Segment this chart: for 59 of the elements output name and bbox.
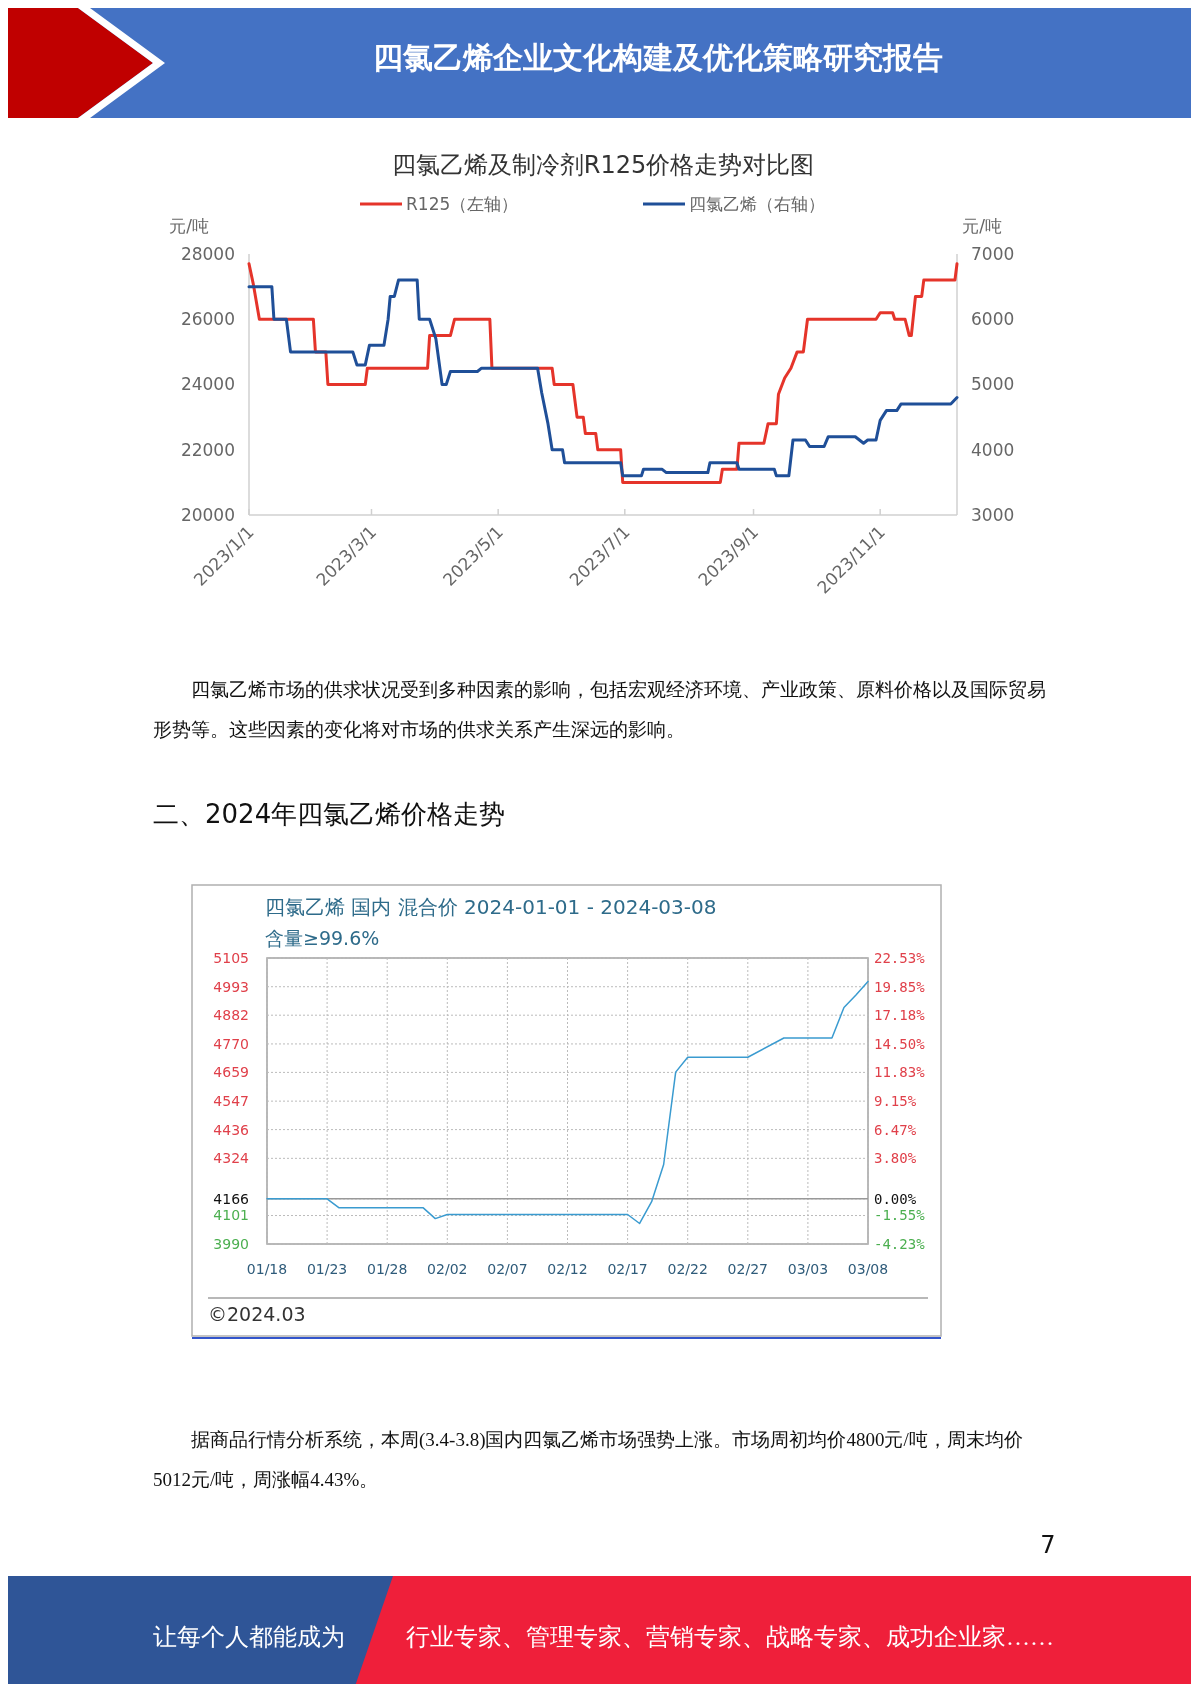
y-tick-label: 4659 xyxy=(213,1064,249,1081)
x-tick-label: 01/28 xyxy=(367,1261,408,1277)
x-tick-label: 03/08 xyxy=(847,1261,889,1277)
y2-tick-label: 9.15% xyxy=(874,1092,917,1109)
y2-tick-label: 0.00% xyxy=(874,1190,917,1207)
y-tick-label: 4882 xyxy=(213,1007,249,1024)
x-tick-label: 02/07 xyxy=(487,1261,528,1277)
y2-tick-label: 3000 xyxy=(971,504,1015,525)
y2-axis-title: 元/吨 xyxy=(962,216,1002,236)
chart-subtitle: 含量≥99.6% xyxy=(265,927,380,949)
y-tick-label: 4436 xyxy=(213,1121,250,1138)
y2-tick-label: 5000 xyxy=(971,374,1015,395)
text: ©2024.03 xyxy=(208,1303,306,1325)
y-tick-label: 22000 xyxy=(180,439,235,460)
y2-tick-label: -4.23% xyxy=(874,1235,926,1252)
text: 让每个人都能成为 xyxy=(153,1624,345,1650)
y-tick-label: 4993 xyxy=(213,978,249,995)
y2-tick-label: 3.80% xyxy=(874,1150,917,1167)
y-tick-label: 4101 xyxy=(213,1207,249,1224)
text: 二、2024年四氯乙烯价格走势 xyxy=(153,799,506,829)
y-tick-label: 3990 xyxy=(213,1235,249,1252)
y-tick-label: 24000 xyxy=(180,374,235,395)
legend-label: 四氯乙烯（右轴） xyxy=(689,193,825,214)
text: 行业专家、管理专家、营销专家、战略专家、成功企业家…… xyxy=(406,1624,1054,1650)
y2-tick-label: 19.85% xyxy=(874,978,926,995)
y2-tick-label: 4000 xyxy=(971,439,1015,460)
y2-tick-label: 6.47% xyxy=(874,1121,917,1138)
legend-label: R125（左轴） xyxy=(406,193,519,214)
x-tick-label: 02/17 xyxy=(607,1261,648,1277)
x-tick-label: 02/22 xyxy=(667,1261,708,1277)
y2-tick-label: 14.50% xyxy=(874,1035,926,1052)
y-tick-label: 4547 xyxy=(213,1093,249,1110)
y2-tick-label: 17.18% xyxy=(874,1007,926,1024)
y2-tick-label: 7000 xyxy=(971,243,1015,264)
x-tick-label: 02/27 xyxy=(727,1261,768,1277)
y-tick-label: 5105 xyxy=(213,949,249,966)
x-tick-label: 01/23 xyxy=(306,1261,348,1277)
y-tick-label: 4166 xyxy=(213,1190,250,1207)
text: 7 xyxy=(1040,1531,1056,1559)
y2-tick-label: 11.83% xyxy=(874,1064,926,1081)
y2-tick-label: -1.55% xyxy=(874,1207,926,1224)
x-tick-label: 01/18 xyxy=(246,1261,288,1277)
y-tick-label: 4324 xyxy=(213,1150,250,1167)
text: 四氯乙烯企业文化构建及优化策略研究报告 xyxy=(373,40,943,75)
y2-tick-label: 22.53% xyxy=(874,949,926,966)
y-tick-label: 28000 xyxy=(180,243,235,264)
text: 四氯乙烯市场的供求状况受到多种因素的影响，包括宏观经济环境、产业政策、原料价格以及国际贸易形势等。这些因素的变化将对市场的供求关系产生深远的影响。 xyxy=(153,678,1047,742)
x-tick-label: 02/12 xyxy=(547,1261,588,1277)
y-tick-label: 20000 xyxy=(180,504,235,525)
chart-title: 四氯乙烯 国内 混合价 2024-01-01 - 2024-03-08 xyxy=(265,895,717,919)
y-axis-title: 元/吨 xyxy=(169,216,209,236)
line-series xyxy=(266,980,869,1225)
x-tick-label: 02/02 xyxy=(427,1261,468,1277)
y2-tick-label: 6000 xyxy=(971,309,1015,330)
text: 据商品行情分析系统，本周(3.4-3.8)国内四氯乙烯市场强势上涨。市场周初均价4800元/吨，周末均价5012元/吨，周涨幅4.43%。 xyxy=(153,1428,1024,1492)
y-tick-label: 4770 xyxy=(213,1035,249,1052)
chart-title: 四氯乙烯及制冷剂R125价格走势对比图 xyxy=(391,151,815,179)
y-tick-label: 26000 xyxy=(180,309,235,330)
x-tick-label: 03/03 xyxy=(787,1261,829,1277)
